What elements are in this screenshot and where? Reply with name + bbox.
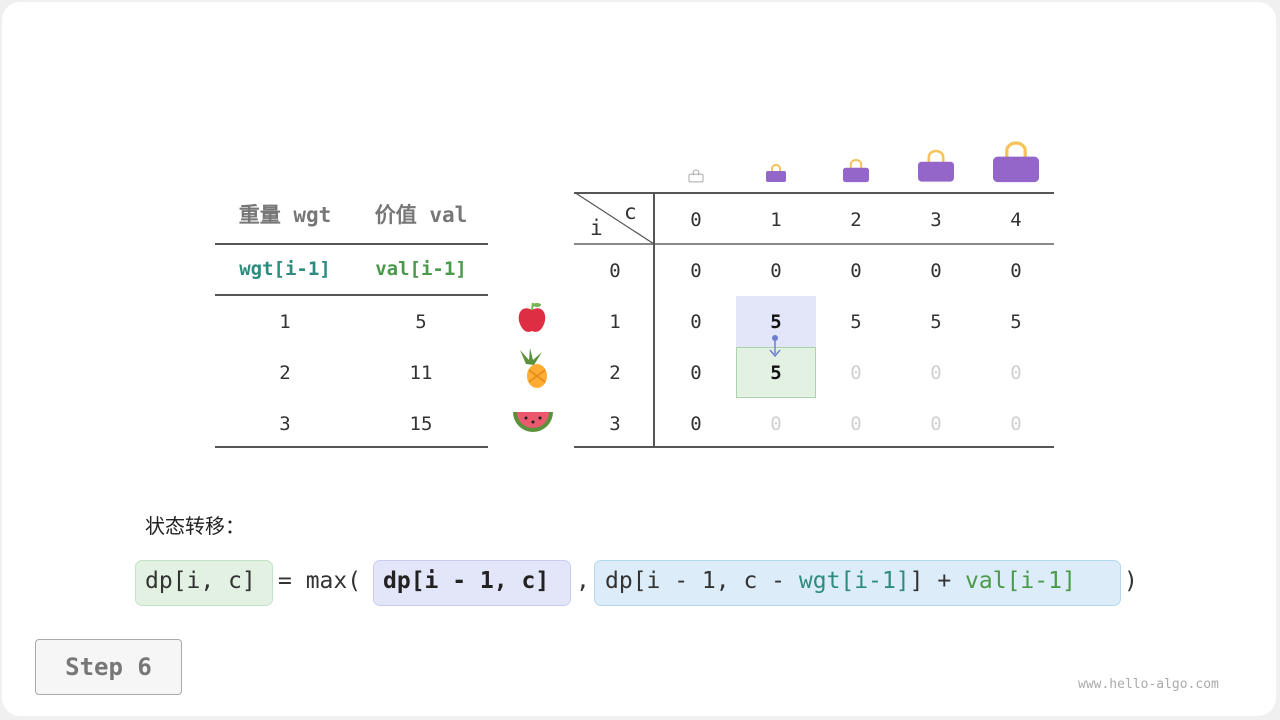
val-subheader: val[i-1] xyxy=(375,257,467,280)
formula-arg2: dp[i - 1, c - wgt[i-1]] + val[i-1] xyxy=(605,568,1076,594)
formula-eq: = max( xyxy=(278,568,362,594)
lhs-box xyxy=(135,560,273,606)
dp-cell: 5 xyxy=(850,310,862,333)
apple-icon xyxy=(518,302,546,332)
arg2-a: dp[i - 1, c - xyxy=(605,568,799,594)
col-header: 2 xyxy=(850,208,862,231)
dp-cell: 0 xyxy=(930,412,942,435)
formula-close: ) xyxy=(1124,568,1138,594)
pineapple-icon xyxy=(520,348,547,388)
watermark: www.hello-algo.com xyxy=(1078,677,1219,692)
dp-cell: 0 xyxy=(1010,412,1022,435)
dp-cell: 0 xyxy=(770,259,782,282)
arg1-box xyxy=(373,560,571,606)
col-header: 0 xyxy=(690,208,702,231)
divider xyxy=(574,192,1054,194)
wgt-cell: 2 xyxy=(279,361,291,384)
bag-icon xyxy=(843,158,869,182)
wgt-cell: 1 xyxy=(279,310,291,333)
formula-lhs: dp[i, c] xyxy=(145,568,256,594)
formula-arg1: dp[i - 1, c] xyxy=(383,568,550,594)
row-header: 0 xyxy=(609,259,621,282)
col-header: 4 xyxy=(1010,208,1022,231)
transition-label: 状态转移： xyxy=(145,514,245,538)
val-cell: 11 xyxy=(409,361,433,384)
divider xyxy=(574,446,1054,448)
wgt-subheader: wgt[i-1] xyxy=(239,257,331,280)
formula-comma: , xyxy=(576,568,590,594)
col-header: 1 xyxy=(770,208,782,231)
divider xyxy=(574,243,1054,245)
dp-cell: 5 xyxy=(736,347,816,398)
dp-cell: 0 xyxy=(850,412,862,435)
dp-cell: 0 xyxy=(1010,259,1022,282)
dp-cell: 0 xyxy=(690,361,702,384)
arrow-down-icon xyxy=(769,335,781,358)
val-cell: 5 xyxy=(415,310,427,333)
dp-cell: 0 xyxy=(930,361,942,384)
divider xyxy=(215,294,488,296)
dp-cell: 0 xyxy=(850,259,862,282)
row-header: 1 xyxy=(609,310,621,333)
dp-cell: 0 xyxy=(930,259,942,282)
row-header: 2 xyxy=(609,361,621,384)
bag-outline-icon xyxy=(688,169,704,183)
dp-cell: 0 xyxy=(690,259,702,282)
watermelon-icon xyxy=(513,412,553,432)
dp-cell: 5 xyxy=(1010,310,1022,333)
wgt-header: 重量 wgt xyxy=(238,202,332,227)
val-cell: 15 xyxy=(409,412,433,435)
wgt-cell: 3 xyxy=(279,412,291,435)
step-button[interactable]: Step 6 xyxy=(35,639,182,695)
bag-icon xyxy=(993,141,1039,182)
row-header: 3 xyxy=(609,412,621,435)
arg2-b: ] + xyxy=(909,568,966,594)
dp-cell: 0 xyxy=(1010,361,1022,384)
divider xyxy=(215,243,488,245)
bag-icon xyxy=(766,164,786,182)
divider xyxy=(653,192,655,447)
divider xyxy=(215,446,488,448)
arg2-box xyxy=(594,560,1121,606)
dp-cell: 0 xyxy=(850,361,862,384)
val-header: 价值 val xyxy=(374,202,468,227)
arg2-val: val[i-1] xyxy=(965,568,1076,594)
corner-c-label: c xyxy=(624,200,637,224)
dp-cell: 5 xyxy=(930,310,942,333)
dp-cell: 0 xyxy=(690,310,702,333)
col-header: 3 xyxy=(930,208,942,231)
arg2-wgt: wgt[i-1] xyxy=(798,568,910,594)
dp-cell: 0 xyxy=(690,412,702,435)
corner-i-label: i xyxy=(590,216,603,240)
dp-cell: 0 xyxy=(770,412,782,435)
corner-diagonal xyxy=(574,192,654,244)
bag-icon xyxy=(918,150,954,182)
